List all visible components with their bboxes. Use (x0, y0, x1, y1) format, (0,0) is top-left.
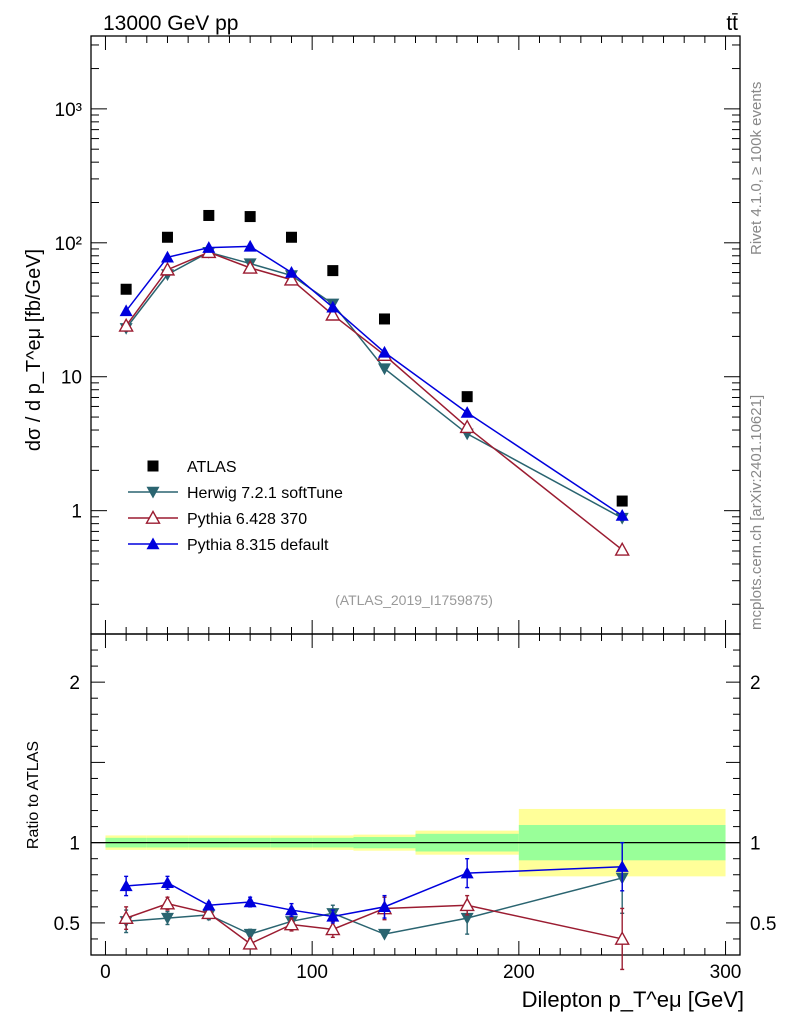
y-axis-title-text: dσ / d p_T^eμ [fb/GeV] (23, 249, 45, 451)
ratio-y-axis-title: Ratio to ATLAS (25, 741, 42, 849)
data-point (242, 935, 258, 950)
data-point (460, 406, 474, 418)
main-y-axis-title: dσ / d p_T^eμ [fb/GeV] (23, 249, 45, 451)
x-tick-label: 0 (100, 962, 111, 983)
data-point (283, 271, 300, 286)
data-point (202, 241, 216, 253)
ratio-y-tick-label-right: 1 (750, 834, 761, 855)
data-point (160, 250, 174, 263)
data-point (377, 363, 391, 376)
data-point (326, 300, 340, 313)
data-point (461, 391, 473, 403)
ratio-panel: 0 100 200 300 0.5 0.5 1 1 2 2 (54, 633, 776, 983)
data-point (284, 266, 298, 278)
data-point (145, 510, 161, 524)
ratio-y-tick-label: 0.5 (54, 914, 80, 935)
series-line (125, 251, 623, 519)
data-point (615, 860, 629, 872)
y-tick-label: 1 (71, 502, 82, 523)
data-point (159, 261, 176, 276)
legend-label: ATLAS (187, 459, 237, 476)
data-point (119, 304, 133, 317)
analysis-id-label: (ATLAS_2019_I1759875) (335, 592, 493, 608)
data-point (243, 928, 257, 941)
data-point (243, 239, 257, 252)
x-tick-label: 100 (296, 962, 328, 983)
data-point (327, 265, 339, 277)
ratio-y-tick-label: 2 (69, 673, 80, 694)
y-tick-label: 10² (55, 234, 82, 255)
data-point (616, 495, 628, 507)
rivet-version-label: Rivet 4.1.0, ≥ 100k events (748, 82, 765, 255)
data-point (377, 345, 391, 358)
data-point (325, 306, 341, 321)
data-point (161, 231, 173, 243)
data-point (159, 895, 176, 910)
data-point (160, 912, 174, 925)
data-point (146, 537, 160, 550)
data-point (283, 916, 300, 931)
mcplots-label: mcplots.cern.ch [arXiv:2401.10621] (748, 395, 765, 630)
data-point (377, 900, 391, 913)
data-point (378, 313, 390, 325)
legend: ATLAS Herwig 7.2.1 softTune Pythia 6.428 3… (128, 459, 343, 554)
data-point (615, 509, 629, 521)
data-point (459, 897, 475, 912)
ratio-series-line (126, 877, 623, 935)
ratio-y-tick-label: 1 (69, 834, 80, 855)
header-process-label: tt̄ (726, 12, 738, 35)
data-point (118, 317, 134, 332)
ratio-y-tick-label-right: 0.5 (750, 914, 776, 935)
data-point (460, 912, 474, 925)
data-point (244, 211, 256, 223)
data-point (614, 541, 630, 556)
data-point (284, 903, 298, 916)
data-point (120, 283, 132, 295)
data-point (147, 460, 159, 472)
data-point (242, 259, 258, 274)
data-point (377, 928, 391, 941)
data-point (146, 486, 160, 499)
data-point (160, 876, 174, 888)
legend-label: Pythia 8.315 default (187, 537, 329, 554)
legend-label: Herwig 7.2.1 softTune (187, 485, 343, 502)
data-point (119, 879, 133, 892)
ratio-y-tick-label-right: 2 (750, 673, 761, 694)
data-point (325, 921, 341, 936)
data-point (614, 931, 630, 945)
data-point (201, 905, 217, 920)
data-point (460, 866, 474, 879)
data-point (202, 898, 216, 911)
series-line (125, 251, 623, 551)
data-point (118, 910, 134, 924)
data-point (285, 231, 297, 243)
ratio-series-line (125, 902, 623, 945)
main-panel: 1 10 10² 10³ (55, 35, 741, 635)
y-tick-label: 10³ (55, 100, 82, 121)
legend-label: Pythia 6.428 370 (187, 511, 307, 528)
x-tick-label: 300 (710, 962, 742, 983)
x-axis-title: Dilepton p_T^eμ [GeV] (522, 987, 744, 1012)
data-point (203, 209, 215, 221)
y-tick-label: 10 (61, 368, 82, 389)
x-tick-label: 200 (503, 962, 535, 983)
header-energy-label: 13000 GeV pp (103, 12, 238, 35)
data-point (243, 895, 257, 908)
data-point (326, 909, 340, 922)
data-point (459, 419, 475, 434)
